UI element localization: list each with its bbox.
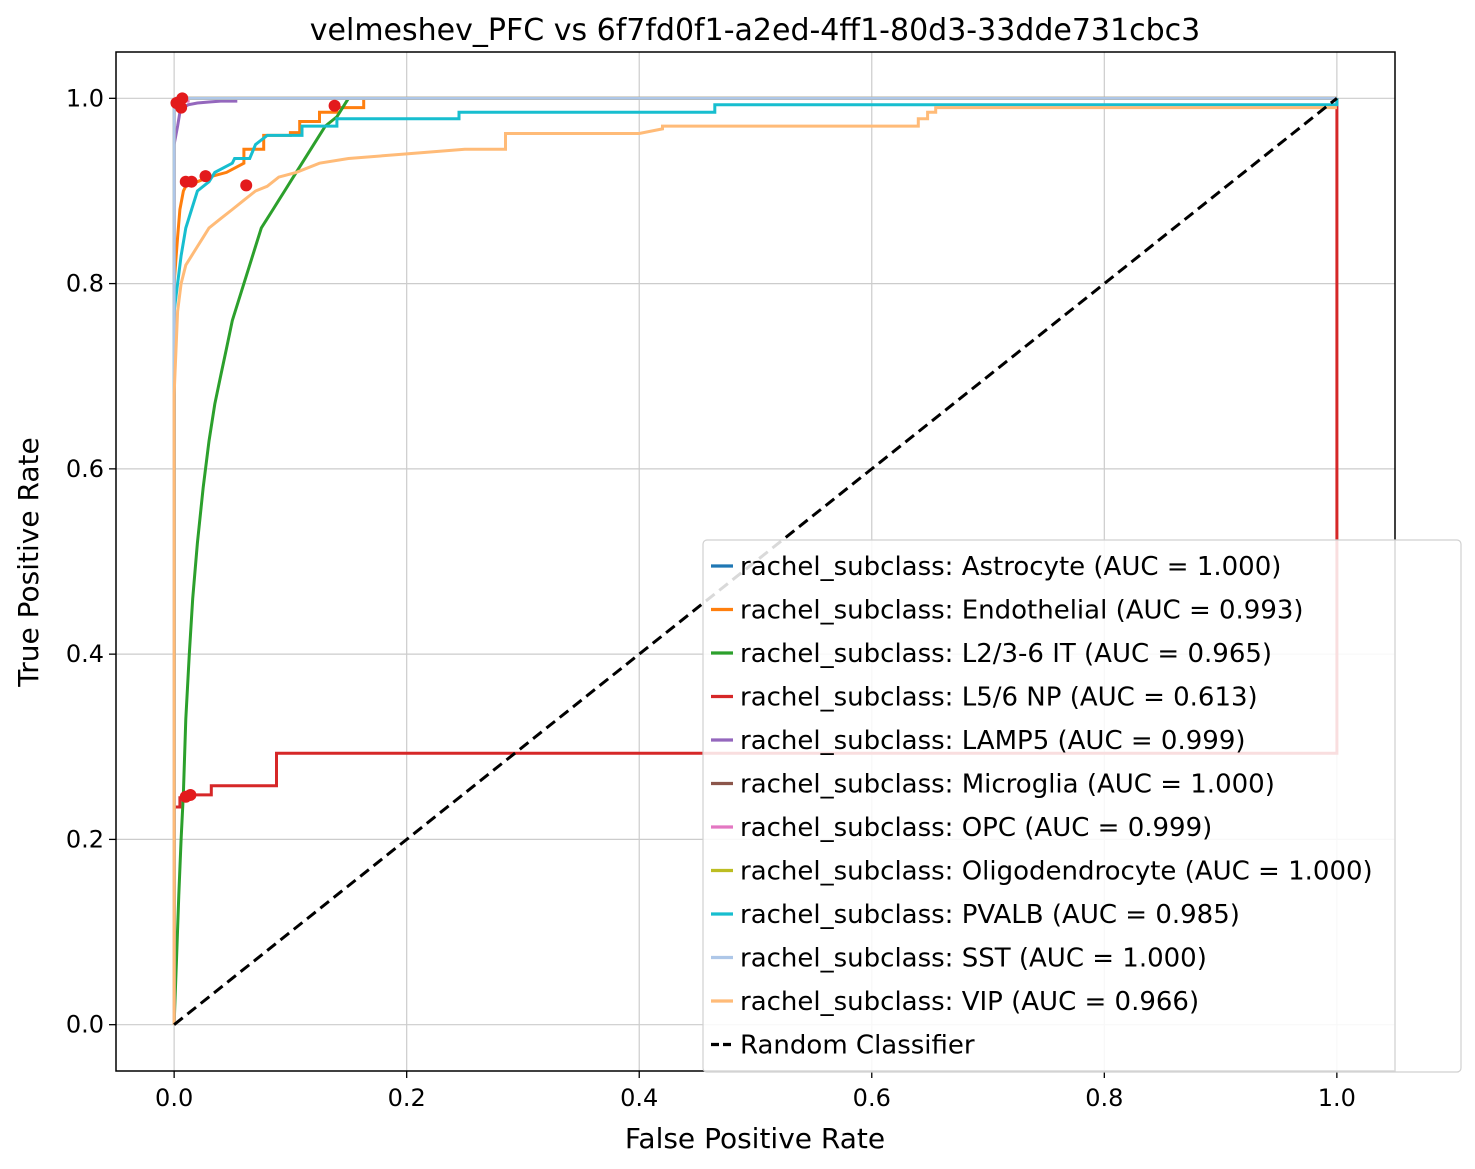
x-tick-label: 0.4	[620, 1084, 658, 1112]
legend-entry: rachel_subclass: Astrocyte (AUC = 1.000)	[740, 552, 1281, 582]
legend-entry: rachel_subclass: SST (AUC = 1.000)	[740, 944, 1207, 974]
series-line	[173, 97, 1338, 1026]
legend-entry: Random Classifier	[740, 1031, 975, 1061]
x-axis-label: False Positive Rate	[625, 1122, 885, 1155]
series-line	[172, 98, 1339, 1025]
threshold-marker	[185, 175, 198, 188]
y-tick-label: 0.2	[66, 825, 104, 853]
series-line	[172, 96, 1337, 1025]
x-tick-label: 0.0	[155, 1084, 193, 1112]
x-tick-label: 0.6	[853, 1084, 891, 1112]
legend-box	[702, 539, 1462, 1073]
threshold-marker	[240, 179, 253, 192]
y-tick-label: 0.4	[66, 640, 104, 668]
legend-entry: rachel_subclass: Endothelial (AUC = 0.99…	[740, 596, 1304, 626]
chart-title: velmeshev_PFC vs 6f7fd0f1-a2ed-4ff1-80d3…	[310, 13, 1200, 48]
legend-entry: rachel_subclass: Microglia (AUC = 1.000)	[740, 770, 1275, 800]
threshold-marker	[199, 170, 212, 183]
legend-entry: rachel_subclass: Oligodendrocyte (AUC = …	[740, 857, 1373, 887]
threshold-markers	[170, 92, 341, 803]
legend-entry: rachel_subclass: OPC (AUC = 0.999)	[740, 813, 1212, 843]
y-tick-label: 0.0	[66, 1011, 104, 1039]
x-tick-label: 0.2	[388, 1084, 426, 1112]
y-tick-label: 1.0	[66, 84, 104, 112]
x-tick-label: 1.0	[1318, 1084, 1356, 1112]
legend-entry: rachel_subclass: LAMP5 (AUC = 0.999)	[740, 726, 1246, 756]
threshold-marker	[328, 99, 341, 112]
series-line	[172, 98, 1339, 1025]
y-tick-label: 0.8	[66, 270, 104, 298]
threshold-marker	[184, 788, 197, 801]
legend: rachel_subclass: Astrocyte (AUC = 1.000)…	[702, 539, 1462, 1073]
threshold-marker	[175, 101, 188, 114]
series-line	[172, 96, 1337, 1025]
y-tick-label: 0.6	[66, 455, 104, 483]
legend-entry: rachel_subclass: L2/3-6 IT (AUC = 0.965)	[740, 639, 1272, 669]
threshold-marker	[176, 92, 189, 105]
x-tick-label: 0.8	[1085, 1084, 1123, 1112]
series-line	[172, 106, 1337, 1025]
series-line	[172, 96, 1337, 1025]
y-axis-label: True Positive Rate	[12, 437, 45, 687]
legend-entry: rachel_subclass: PVALB (AUC = 0.985)	[740, 900, 1240, 930]
legend-entry: rachel_subclass: VIP (AUC = 0.966)	[740, 987, 1199, 1017]
legend-entry: rachel_subclass: L5/6 NP (AUC = 0.613)	[740, 683, 1258, 713]
axis-ticks: 0.0 0.2 0.4 0.6 0.8 1.0 0.0 0.2 0.4 0.6 0.8 1.0	[66, 84, 1356, 1112]
